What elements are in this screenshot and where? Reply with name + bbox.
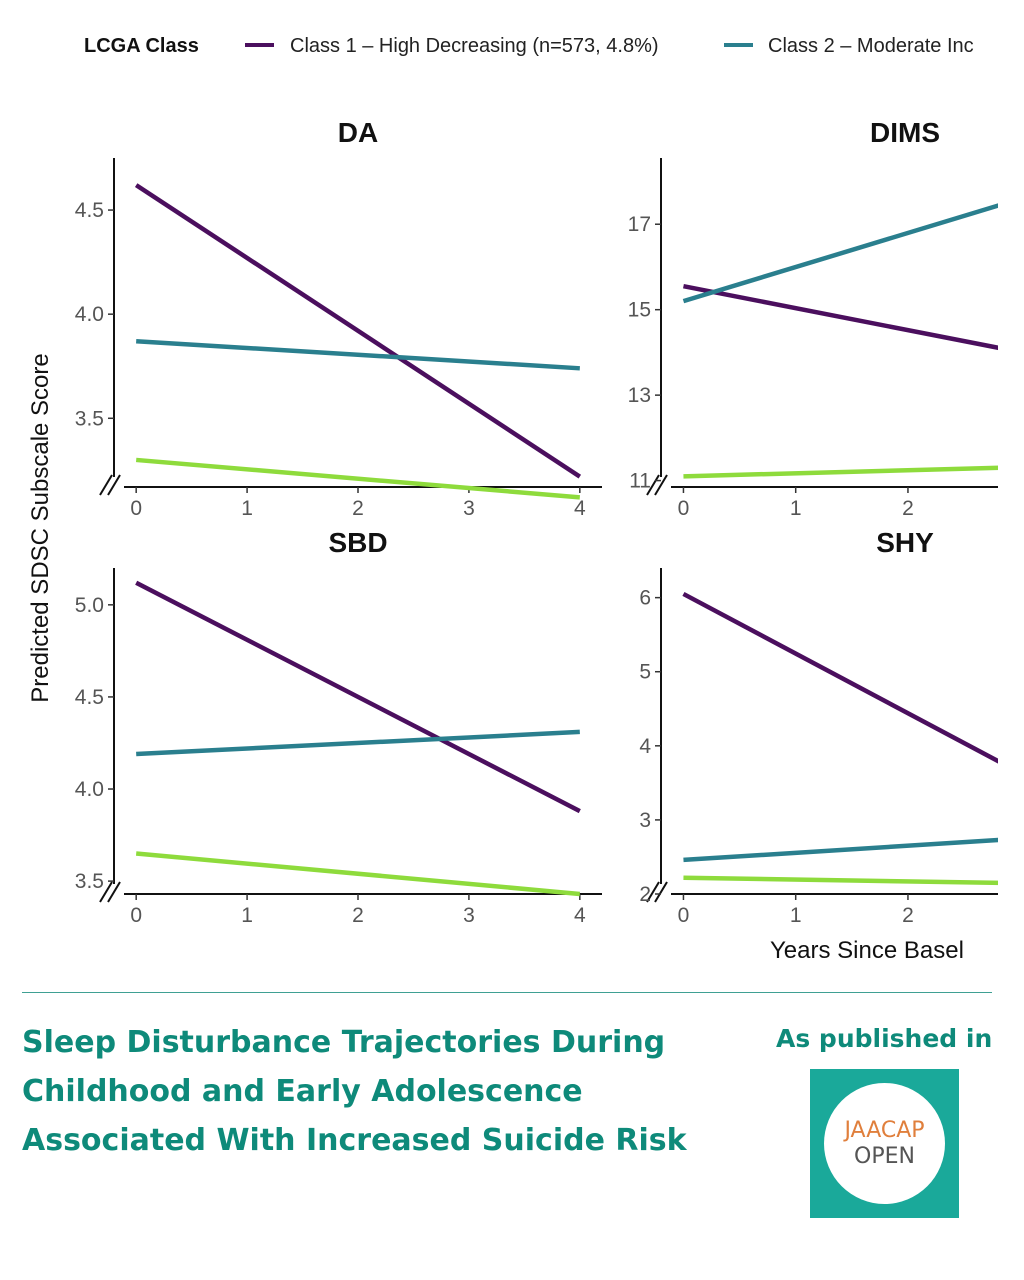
divider [22, 992, 992, 993]
panel-title: DA [338, 117, 378, 148]
x-tick-label: 2 [902, 497, 914, 520]
headline: Sleep Disturbance Trajectories During Ch… [22, 1018, 722, 1165]
y-tick-label: 3.5 [75, 870, 104, 893]
logo-text-bottom: OPEN [854, 1144, 915, 1169]
y-tick-label: 17 [628, 213, 651, 236]
headline-line-1: Sleep Disturbance Trajectories During [22, 1025, 666, 1060]
headline-line-2: Childhood and Early Adolescence [22, 1074, 583, 1109]
panel-title: SBD [328, 527, 387, 558]
panel-sbd: SBD 3.5 4.0 4.5 5.0 0 1 2 3 4 [75, 527, 602, 927]
axis-break-mark [99, 881, 124, 903]
x-tick-label: 2 [352, 497, 364, 520]
legend-title: LCGA Class [84, 35, 199, 57]
series-line-class2 [136, 338, 580, 371]
series-line-class3 [683, 875, 1001, 886]
x-tick-label: 3 [463, 497, 475, 520]
series-line-class1 [134, 183, 582, 479]
series-line-class2 [683, 837, 1001, 863]
logo-circle: JAACAP OPEN [824, 1083, 945, 1204]
headline-line-3: Associated With Increased Suicide Risk [22, 1123, 687, 1158]
y-tick-label: 4.0 [75, 778, 104, 801]
figure: LCGA Class Class 1 – High Decreasing (n=… [27, 35, 1024, 990]
x-tick-label: 2 [902, 904, 914, 927]
y-tick-label: 3 [639, 809, 651, 832]
x-tick-label: 0 [678, 497, 690, 520]
panel-shy: SHY 2 3 4 5 6 0 1 2 [639, 527, 1002, 927]
y-tick-label: 5 [639, 661, 651, 684]
x-tick-label: 1 [241, 497, 253, 520]
legend-label-class2: Class 2 – Moderate Inc [768, 35, 974, 57]
x-tick-label: 0 [678, 904, 690, 927]
legend-label-class1: Class 1 – High Decreasing (n=573, 4.8%) [290, 35, 659, 57]
y-tick-label: 3.5 [75, 407, 104, 430]
y-tick-label: 6 [639, 587, 651, 610]
panel-title: SHY [876, 527, 934, 558]
series-line-class2 [682, 202, 1001, 304]
x-tick-label: 4 [574, 497, 586, 520]
series-line-class1 [683, 283, 1001, 351]
journal-logo: JAACAP OPEN [810, 1069, 959, 1218]
published-label: As published in [776, 1024, 993, 1053]
panel-title: DIMS [870, 117, 940, 148]
y-tick-label: 4 [639, 735, 651, 758]
axis-break-mark [646, 881, 671, 903]
logo-text-top: JAACAP [844, 1118, 925, 1143]
y-tick-label: 13 [628, 384, 651, 407]
x-tick-label: 0 [130, 904, 142, 927]
series-line-class3 [683, 465, 1001, 479]
y-tick-label: 4.5 [75, 199, 104, 222]
x-tick-label: 1 [790, 904, 802, 927]
y-tick-label: 4.5 [75, 686, 104, 709]
x-axis-label: Years Since Basel [770, 937, 964, 964]
x-tick-label: 1 [790, 497, 802, 520]
series-line-class2 [136, 729, 580, 757]
legend: LCGA Class Class 1 – High Decreasing (n=… [84, 35, 974, 57]
axis-break-mark [99, 474, 124, 496]
series-line-class3 [135, 457, 581, 500]
y-tick-label: 2 [639, 883, 651, 906]
y-tick-label: 15 [628, 299, 651, 322]
x-tick-label: 2 [352, 904, 364, 927]
x-tick-label: 4 [574, 904, 586, 927]
x-tick-label: 3 [463, 904, 475, 927]
y-tick-label: 11 [629, 470, 651, 493]
panel-da: DA 3.5 4.0 4.5 0 1 2 3 4 [75, 117, 602, 520]
axis-break-mark [646, 474, 671, 496]
series-line-class1 [135, 580, 581, 814]
series-line-class3 [135, 851, 581, 897]
x-tick-label: 1 [241, 904, 253, 927]
panel-dims: DIMS 11 13 15 17 0 1 2 [628, 117, 1001, 520]
series-line-class1 [682, 591, 1002, 765]
x-tick-label: 0 [130, 497, 142, 520]
y-tick-label: 5.0 [75, 594, 104, 617]
y-tick-label: 4.0 [75, 303, 104, 326]
edge-mask [998, 60, 1024, 990]
y-axis-label: Predicted SDSC Subscale Score [27, 353, 54, 703]
